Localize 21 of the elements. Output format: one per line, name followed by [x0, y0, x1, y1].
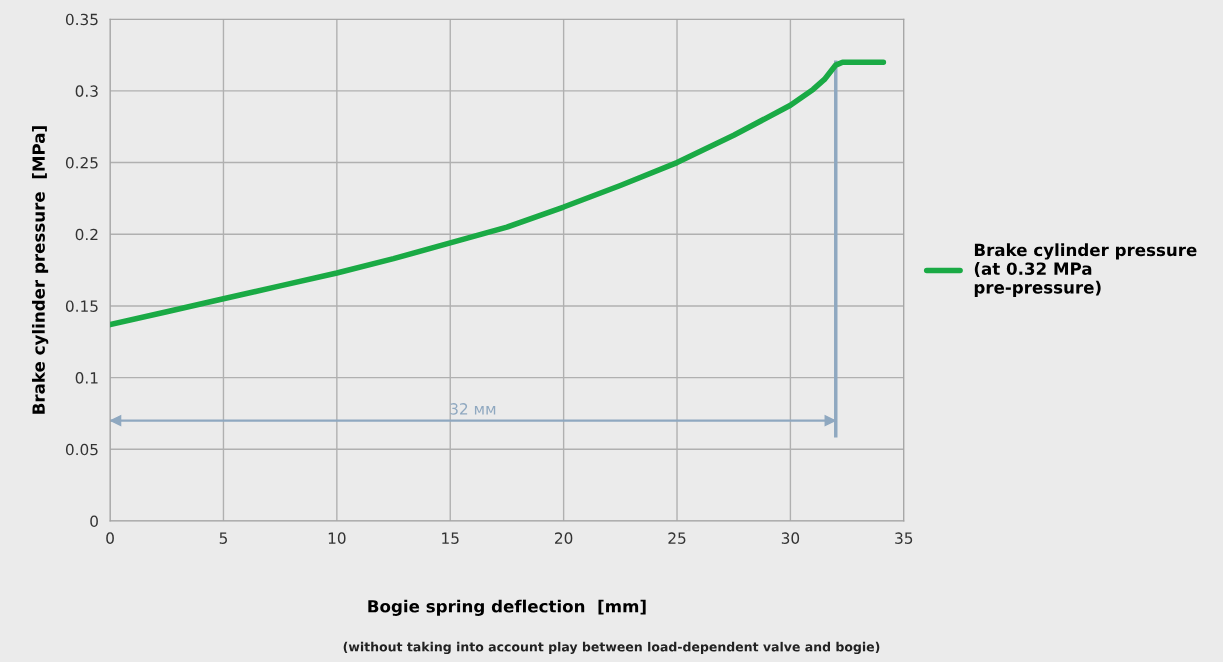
y-tick-label: 0.25 [65, 157, 98, 169]
y-tick-label: 0.05 [65, 443, 98, 456]
y-tick-label: 0.3 [75, 85, 98, 97]
y-tick-label: 0.1 [75, 372, 98, 384]
ref-line-label: 32 мм [450, 403, 496, 415]
x-tick-label: 10 [328, 532, 346, 544]
y-tick-label: 0.15 [65, 300, 98, 312]
x-axis-title: Bogie spring deflection [mm] [368, 599, 646, 616]
x-tick-label: 5 [219, 532, 227, 544]
y-axis-title: Brake cylinder pressure [MPa] [32, 126, 49, 414]
text: (without taking into account play between load-dependent valve and bogie) [343, 641, 880, 655]
x-tick-label: 15 [442, 532, 459, 544]
x-tick-label: 25 [668, 532, 686, 544]
x-tick-label: 35 [895, 532, 913, 544]
x-tick-label: 0 [106, 532, 114, 544]
legend-label: Brake cylinder pressure (at 0.32 MPa pre-pressure) [974, 243, 1197, 297]
y-tick-label: 0.35 [65, 13, 98, 26]
x-tick-label: 20 [555, 532, 573, 544]
y-tick-label: 0.2 [75, 228, 98, 241]
x-tick-label: 30 [781, 532, 800, 544]
y-tick-label: 0 [90, 515, 98, 528]
